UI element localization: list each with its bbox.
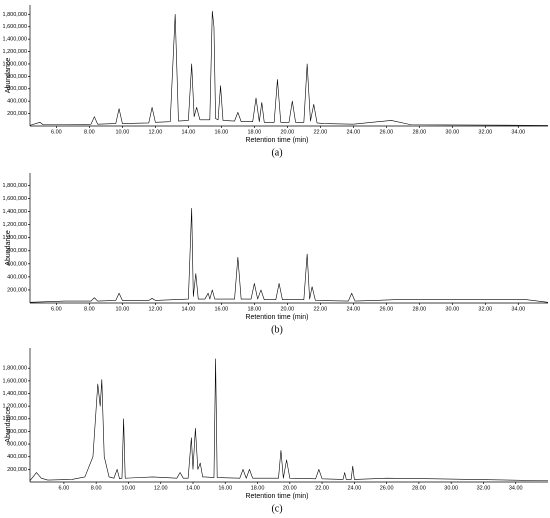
x-tick-label: 12.00 bbox=[148, 129, 162, 135]
y-tick-label: 1,200,000 bbox=[3, 49, 27, 55]
y-tick-label: 1,800,000 bbox=[3, 12, 27, 18]
y-tick-label: 1,200,000 bbox=[3, 222, 27, 228]
x-tick-label: 12.00 bbox=[154, 485, 168, 491]
chromatogram-line bbox=[29, 207, 549, 303]
x-tick-label: 8.00 bbox=[84, 306, 95, 312]
x-tick-label: 34.00 bbox=[511, 306, 525, 312]
x-tick-label: 24.00 bbox=[347, 485, 361, 491]
x-tick-label: 22.00 bbox=[315, 485, 329, 491]
x-tick-label: 26.00 bbox=[379, 129, 393, 135]
x-tick-label: 22.00 bbox=[313, 306, 327, 312]
y-tick-label: 1,000,000 bbox=[3, 416, 27, 422]
x-tick-label: 28.00 bbox=[412, 129, 426, 135]
y-tick-label: 200,000 bbox=[7, 111, 27, 117]
x-tick-label: 26.00 bbox=[380, 485, 394, 491]
x-tick-label: 22.00 bbox=[313, 129, 327, 135]
y-tick-label: 800,000 bbox=[7, 74, 27, 80]
x-tick-label: 30.00 bbox=[445, 129, 459, 135]
x-tick-label: 30.00 bbox=[445, 306, 459, 312]
chromatogram-line bbox=[29, 358, 549, 482]
y-tick-label: 400,000 bbox=[7, 454, 27, 460]
x-tick-label: 16.00 bbox=[214, 306, 228, 312]
x-tick-label: 24.00 bbox=[346, 306, 360, 312]
y-tick-label: 600,000 bbox=[7, 86, 27, 92]
x-tick-label: 18.00 bbox=[247, 306, 261, 312]
x-axis-label: Retention time (min) bbox=[245, 137, 308, 144]
x-tick-label: 10.00 bbox=[115, 306, 129, 312]
x-tick-label: 28.00 bbox=[412, 306, 426, 312]
x-tick-label: 16.00 bbox=[214, 129, 228, 135]
x-tick-label: 8.00 bbox=[84, 129, 95, 135]
y-tick-label: 400,000 bbox=[7, 274, 27, 280]
x-tick-label: 14.00 bbox=[181, 306, 195, 312]
x-tick-label: 10.00 bbox=[115, 129, 129, 135]
y-tick-label: 1,600,000 bbox=[3, 24, 27, 30]
x-tick-label: 34.00 bbox=[511, 129, 525, 135]
y-tick-label: 1,400,000 bbox=[3, 37, 27, 43]
x-tick-label: 14.00 bbox=[181, 129, 195, 135]
y-tick-label: 600,000 bbox=[7, 261, 27, 267]
x-tick-label: 20.00 bbox=[283, 485, 297, 491]
x-tick-label: 30.00 bbox=[444, 485, 458, 491]
y-tick-label: 1,600,000 bbox=[3, 378, 27, 384]
x-tick-label: 18.00 bbox=[251, 485, 265, 491]
y-axis-label: Abundance bbox=[5, 230, 12, 266]
y-tick-label: 800,000 bbox=[7, 429, 27, 435]
y-tick-label: 400,000 bbox=[7, 99, 27, 105]
y-tick-label: 1,400,000 bbox=[3, 391, 27, 397]
y-tick-label: 1,400,000 bbox=[3, 209, 27, 215]
x-tick-label: 16.00 bbox=[218, 485, 232, 491]
x-tick-label: 6.00 bbox=[51, 129, 62, 135]
x-tick-label: 20.00 bbox=[280, 129, 294, 135]
x-axis-label: Retention time (min) bbox=[245, 314, 308, 321]
y-tick-label: 200,000 bbox=[7, 287, 27, 293]
x-tick-label: 32.00 bbox=[477, 485, 491, 491]
y-tick-label: 1,800,000 bbox=[3, 366, 27, 372]
x-tick-label: 18.00 bbox=[247, 129, 261, 135]
panel-caption: (a) bbox=[271, 147, 282, 158]
x-tick-label: 26.00 bbox=[379, 306, 393, 312]
x-tick-label: 6.00 bbox=[59, 485, 70, 491]
chromatogram-line bbox=[29, 10, 549, 126]
x-tick-label: 20.00 bbox=[280, 306, 294, 312]
x-tick-label: 10.00 bbox=[122, 485, 136, 491]
x-axis-label: Retention time (min) bbox=[245, 493, 308, 500]
y-tick-label: 1,000,000 bbox=[3, 235, 27, 241]
y-tick-label: 200,000 bbox=[7, 467, 27, 473]
x-tick-label: 24.00 bbox=[346, 129, 360, 135]
x-tick-label: 6.00 bbox=[51, 306, 62, 312]
y-axis-label: Abundance bbox=[5, 58, 12, 94]
y-tick-label: 1,000,000 bbox=[3, 61, 27, 67]
y-tick-label: 1,600,000 bbox=[3, 196, 27, 202]
y-axis-label: Abundance bbox=[5, 407, 12, 443]
x-tick-label: 12.00 bbox=[148, 306, 162, 312]
x-tick-label: 14.00 bbox=[186, 485, 200, 491]
y-tick-label: 1,800,000 bbox=[3, 183, 27, 189]
y-tick-label: 800,000 bbox=[7, 248, 27, 254]
y-tick-label: 600,000 bbox=[7, 442, 27, 448]
x-tick-label: 32.00 bbox=[478, 306, 492, 312]
x-tick-label: 34.00 bbox=[509, 485, 523, 491]
panel-caption: (c) bbox=[271, 503, 282, 514]
y-tick-label: 1,200,000 bbox=[3, 404, 27, 410]
x-tick-label: 8.00 bbox=[91, 485, 102, 491]
x-tick-label: 28.00 bbox=[412, 485, 426, 491]
x-tick-label: 32.00 bbox=[478, 129, 492, 135]
panel-caption: (b) bbox=[271, 324, 283, 335]
